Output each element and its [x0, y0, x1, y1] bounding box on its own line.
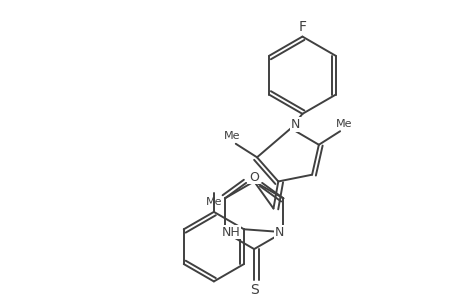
Text: F: F — [298, 20, 306, 34]
Text: N: N — [291, 118, 300, 131]
Text: S: S — [249, 283, 258, 297]
Text: O: O — [249, 171, 259, 184]
Text: Me: Me — [335, 118, 352, 128]
Text: O: O — [248, 171, 258, 184]
Text: Me: Me — [223, 131, 240, 141]
Text: Me: Me — [205, 197, 222, 207]
Text: N: N — [274, 226, 284, 239]
Text: NH: NH — [221, 226, 240, 239]
